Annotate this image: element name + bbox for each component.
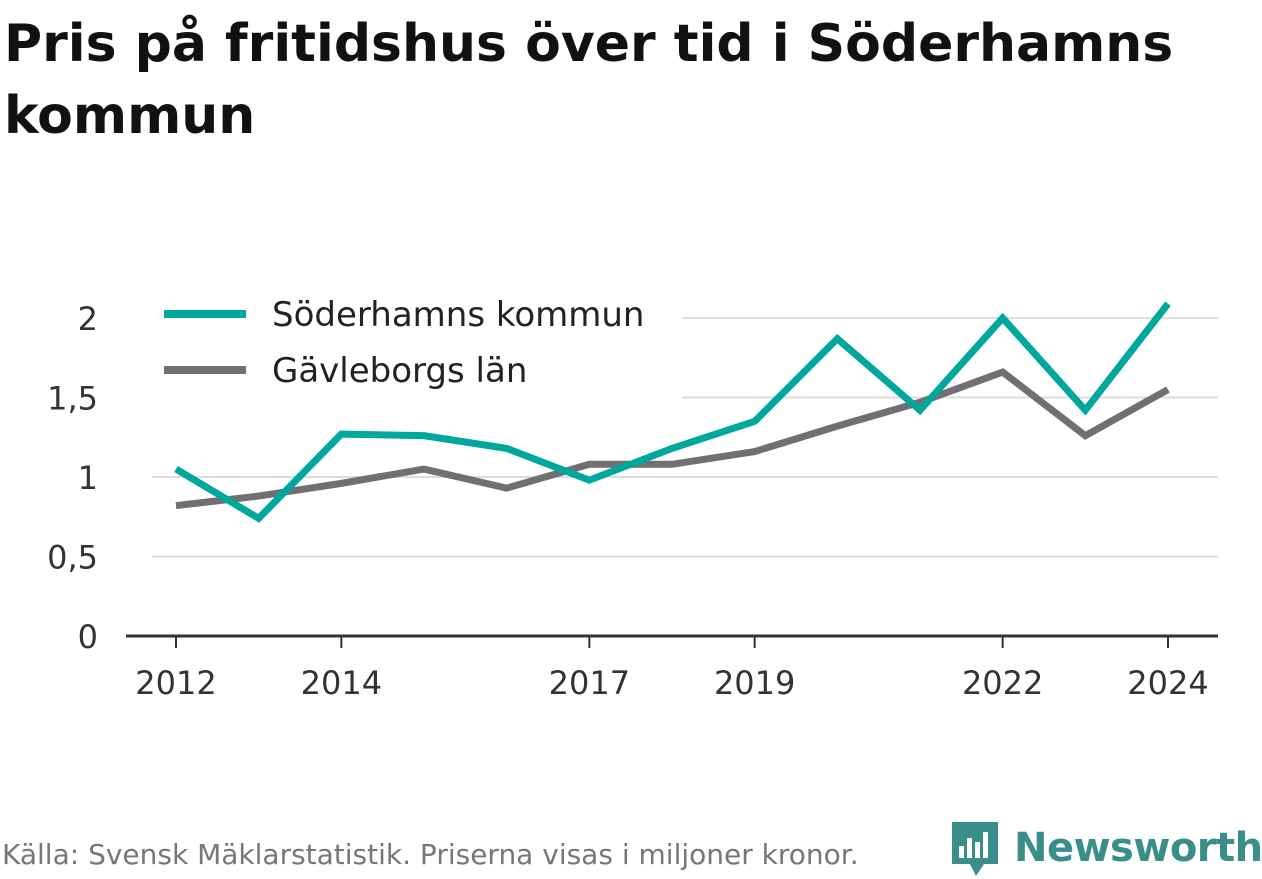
x-tick-label: 2014 <box>301 664 382 702</box>
legend: Söderhamns kommun Gävleborgs län <box>152 280 682 404</box>
x-tick-label: 2024 <box>1127 664 1208 702</box>
chart-title: Pris på fritidshus över tid i Söderhamns… <box>4 14 1174 146</box>
x-tick-label: 2022 <box>962 664 1043 702</box>
y-tick-label: 2 <box>78 300 98 338</box>
newsworthy-logo-icon <box>952 822 998 876</box>
x-tick-label: 2019 <box>714 664 795 702</box>
y-axis-ticks: 0 0,5 1 1,5 2 <box>47 300 98 656</box>
legend-background <box>152 280 682 404</box>
y-tick-label: 0 <box>78 618 98 656</box>
y-tick-label: 0,5 <box>47 539 98 577</box>
series-line <box>174 301 1171 523</box>
y-tick-label: 1,5 <box>47 380 98 418</box>
x-axis: 2012 2014 2017 2019 2022 2024 <box>126 634 1218 702</box>
series-lines <box>174 301 1171 523</box>
brand-logo[interactable]: Newsworthy <box>950 818 1262 878</box>
brand-name: Newsworthy <box>1014 825 1262 871</box>
y-tick-label: 1 <box>78 459 98 497</box>
series-line <box>175 368 1170 510</box>
x-tick-label: 2012 <box>135 664 216 702</box>
legend-label: Gävleborgs län <box>272 351 527 391</box>
legend-label: Söderhamns kommun <box>272 295 644 335</box>
x-tick-label: 2017 <box>549 664 630 702</box>
source-note: Källa: Svensk Mäklarstatistik. Priserna … <box>2 838 859 871</box>
